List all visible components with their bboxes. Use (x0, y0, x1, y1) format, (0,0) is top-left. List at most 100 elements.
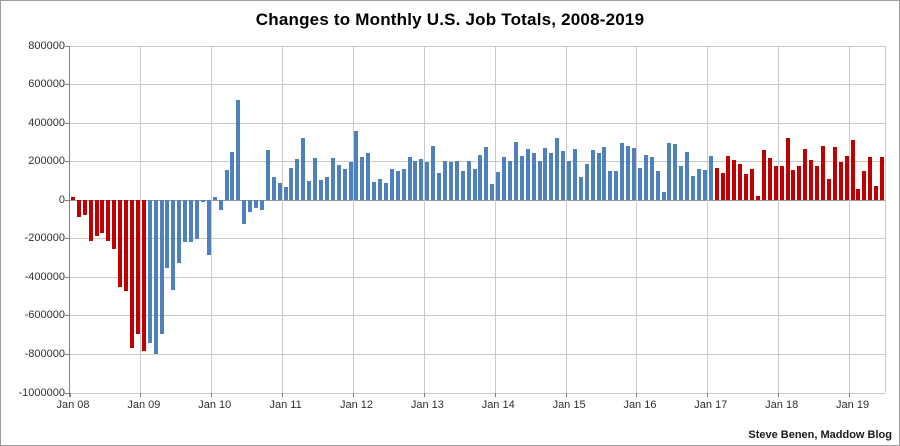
bar-2014-08 (537, 161, 542, 201)
bar-2018-08 (820, 145, 825, 201)
bar-2014-05 (519, 156, 524, 201)
bar-2014-09 (543, 147, 548, 201)
bar-2008-03 (82, 200, 87, 216)
bar-2018-11 (838, 162, 843, 201)
bar-2012-05 (378, 179, 383, 201)
y-axis-label: 600000 (28, 78, 65, 91)
vertical-gridline (778, 46, 780, 393)
bar-2018-03 (791, 170, 796, 201)
bar-2014-03 (507, 161, 512, 201)
vertical-gridline (423, 46, 425, 393)
bar-2014-07 (531, 153, 536, 201)
y-axis-label: -600000 (24, 309, 65, 322)
bar-2010-12 (277, 183, 282, 201)
bar-2009-08 (183, 200, 188, 242)
bar-2016-03 (649, 156, 654, 201)
bar-2012-03 (366, 153, 371, 201)
bar-2017-11 (767, 157, 772, 201)
y-axis-label: 800000 (28, 39, 65, 52)
bar-2018-04 (797, 166, 802, 201)
x-axis-label: Jan 10 (198, 399, 232, 411)
bar-2015-06 (596, 152, 601, 201)
bar-2018-05 (803, 148, 808, 201)
bar-2015-08 (608, 171, 613, 201)
x-axis-tick (849, 393, 851, 397)
bar-2008-05 (94, 200, 99, 236)
bar-2011-03 (295, 159, 300, 201)
bar-2011-07 (318, 179, 323, 201)
x-axis-label: Jan 11 (269, 399, 302, 411)
bar-2008-10 (124, 200, 129, 292)
bar-2016-09 (685, 152, 690, 201)
x-axis-tick (69, 393, 71, 397)
y-axis-line (69, 46, 70, 397)
x-axis-label: Jan 08 (56, 399, 90, 411)
bar-2013-09 (472, 168, 477, 201)
x-axis-label: Jan 12 (339, 399, 373, 411)
bar-2013-04 (443, 161, 448, 201)
bar-2015-03 (578, 177, 583, 201)
bar-2010-09 (259, 200, 264, 211)
bar-2016-06 (667, 142, 672, 201)
bar-2009-01 (141, 200, 146, 352)
bar-2017-12 (773, 166, 778, 201)
bar-2010-05 (236, 99, 241, 201)
bar-2010-10 (265, 150, 270, 201)
y-axis-label: 200000 (28, 155, 65, 168)
bar-2019-06 (880, 157, 885, 201)
bar-2012-04 (372, 181, 377, 201)
bar-2011-12 (348, 162, 353, 201)
bar-2013-10 (478, 154, 483, 201)
vertical-gridline (565, 46, 567, 393)
bar-2013-08 (466, 161, 471, 201)
bar-2017-09 (756, 195, 761, 201)
bar-2011-04 (301, 138, 306, 201)
horizontal-gridline (70, 84, 885, 86)
bar-2017-07 (744, 173, 749, 201)
bar-2008-07 (106, 200, 111, 241)
bar-2013-01 (425, 162, 430, 201)
bar-2018-02 (785, 137, 790, 201)
bar-2009-02 (147, 200, 152, 344)
bar-2014-02 (502, 157, 507, 201)
bar-2008-12 (135, 200, 140, 335)
x-axis-tick (565, 393, 567, 397)
x-axis-tick (423, 393, 425, 397)
bar-2008-08 (112, 200, 117, 250)
bar-2013-03 (437, 173, 442, 201)
vertical-gridline (707, 46, 709, 393)
bar-2008-01 (70, 197, 75, 201)
bar-2012-06 (383, 183, 388, 201)
bar-2009-03 (153, 200, 158, 355)
horizontal-gridline (70, 392, 885, 394)
bar-2011-06 (313, 158, 318, 201)
bar-2017-10 (761, 150, 766, 201)
x-axis-label: Jan 15 (552, 399, 586, 411)
y-axis-tick (65, 122, 69, 124)
vertical-gridline (211, 46, 213, 393)
y-axis-tick (65, 199, 69, 201)
x-axis-label: Jan 18 (765, 399, 799, 411)
x-axis-tick (211, 393, 213, 397)
bar-2017-05 (732, 160, 737, 201)
bar-2012-09 (401, 169, 406, 201)
bar-2016-04 (655, 170, 660, 201)
bar-2019-05 (874, 186, 879, 201)
bar-2014-10 (549, 153, 554, 201)
bar-2009-09 (189, 200, 194, 243)
bar-2017-06 (738, 164, 743, 201)
bar-2016-05 (661, 191, 666, 201)
bar-2015-12 (632, 147, 636, 201)
x-axis-label: Jan 16 (623, 399, 657, 411)
bar-2018-12 (844, 156, 849, 201)
bar-2015-04 (584, 164, 589, 201)
vertical-gridline (494, 46, 496, 393)
y-axis-label: -400000 (24, 270, 65, 283)
bar-2018-07 (815, 165, 820, 201)
bar-2014-06 (525, 148, 530, 201)
bar-2011-02 (289, 167, 294, 201)
bar-2012-10 (407, 156, 412, 201)
vertical-gridline (352, 46, 354, 393)
bar-2011-01 (283, 186, 288, 201)
